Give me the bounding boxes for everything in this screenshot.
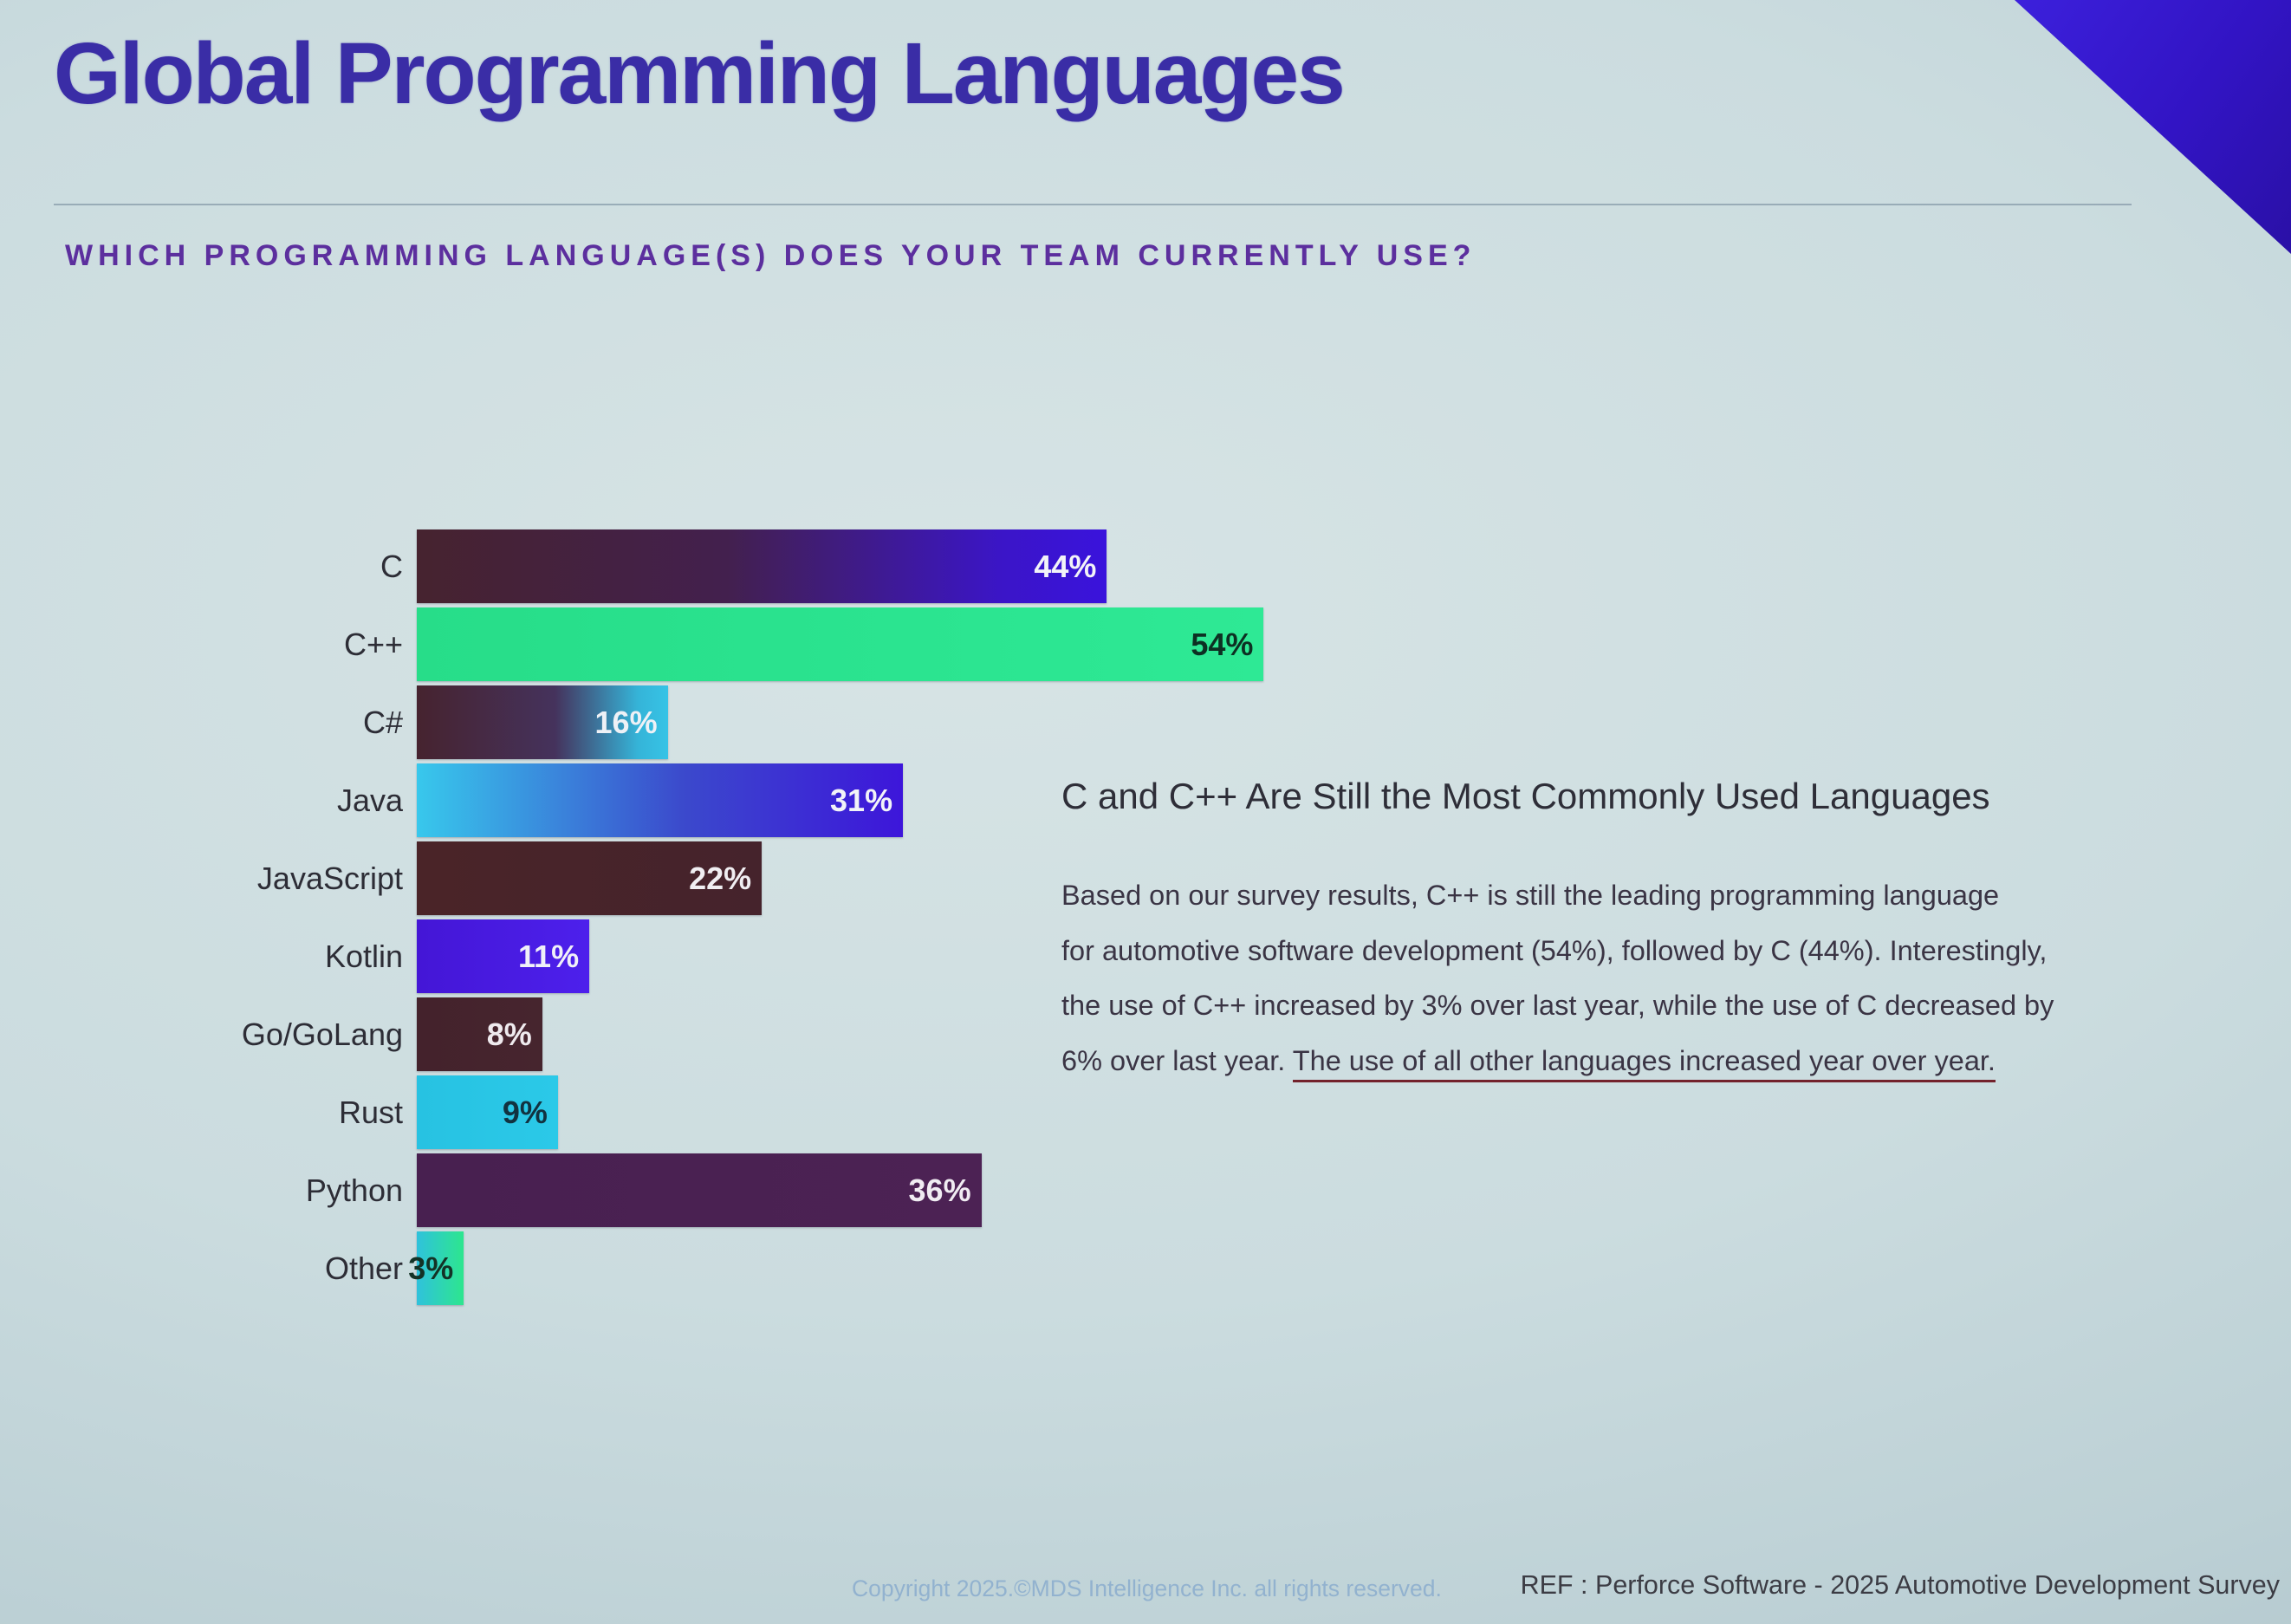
bar: 16% bbox=[417, 685, 668, 759]
bar-category-label: Python bbox=[305, 1172, 403, 1208]
bar-row-kotlin: Kotlin 11% bbox=[130, 919, 1263, 993]
bar: 44% bbox=[417, 529, 1107, 603]
bar: 22% bbox=[417, 841, 763, 915]
bar: 54% bbox=[417, 607, 1264, 681]
bar-category-label: Kotlin bbox=[324, 938, 403, 974]
bar-category-label: Go/GoLang bbox=[241, 1016, 403, 1052]
insight-line-3: the use of C++ increased by 3% over last… bbox=[1061, 990, 2054, 1021]
bar-value-label: 11% bbox=[518, 938, 580, 974]
slide-title: Global Programming Languages bbox=[54, 25, 1346, 122]
corner-accent-triangle bbox=[2015, 0, 2291, 254]
bar-category-label: Rust bbox=[338, 1094, 403, 1130]
copyright-notice: Copyright 2025.©MDS Intelligence Inc. al… bbox=[852, 1575, 1442, 1601]
bar-value-label: 8% bbox=[486, 1016, 532, 1052]
bar-category-label: C++ bbox=[343, 626, 403, 662]
bar-value-label: 31% bbox=[830, 782, 893, 818]
bar-row-c: C 44% bbox=[130, 529, 1263, 603]
bar-category-label: JavaScript bbox=[256, 860, 403, 896]
insight-underlined-sentence: The use of all other languages increased… bbox=[1292, 1044, 1996, 1082]
title-divider bbox=[54, 204, 2132, 205]
bar-category-label: C bbox=[380, 548, 403, 584]
bar-value-label: 22% bbox=[689, 860, 752, 896]
bar-category-label: Java bbox=[336, 782, 403, 818]
bar-value-label: 44% bbox=[1034, 548, 1097, 584]
survey-question: WHICH PROGRAMMING LANGUAGE(S) DOES YOUR … bbox=[65, 239, 1476, 272]
bar-value-label: 54% bbox=[1191, 626, 1254, 662]
insight-line-1: Based on our survey results, C++ is stil… bbox=[1061, 880, 2000, 911]
bar-value-label: 3% bbox=[408, 1250, 454, 1286]
bar: 36% bbox=[417, 1153, 982, 1227]
bar: 8% bbox=[417, 997, 542, 1071]
insight-heading: C and C++ Are Still the Most Commonly Us… bbox=[1061, 776, 1990, 816]
bar-row-python: Python 36% bbox=[130, 1153, 1263, 1227]
bar-value-label: 9% bbox=[502, 1094, 548, 1130]
insight-line-4-prefix: 6% over last year. bbox=[1061, 1044, 1293, 1076]
bar: 11% bbox=[417, 919, 590, 993]
insight-line-4: 6% over last year. The use of all other … bbox=[1061, 1034, 2054, 1089]
bar-row-rust: Rust 9% bbox=[130, 1075, 1263, 1149]
bar-value-label: 36% bbox=[908, 1172, 971, 1208]
bar-row-go-golang: Go/GoLang 8% bbox=[130, 997, 1263, 1071]
reference-citation: REF : Perforce Software - 2025 Automotiv… bbox=[1520, 1570, 2280, 1600]
bar: 3% bbox=[408, 1231, 464, 1305]
insight-line-2: for automotive software development (54%… bbox=[1061, 934, 2048, 966]
bar-row-c-: C# 16% bbox=[130, 685, 1263, 759]
bar-row-javascript: JavaScript 22% bbox=[130, 841, 1263, 915]
insight-paragraph: Based on our survey results, C++ is stil… bbox=[1061, 868, 2054, 1088]
bar-value-label: 16% bbox=[594, 704, 658, 740]
bar-category-label: C# bbox=[362, 704, 403, 740]
bar: 31% bbox=[417, 763, 904, 837]
bar: 9% bbox=[417, 1075, 558, 1149]
bar-row-java: Java 31% bbox=[130, 763, 1263, 837]
language-usage-bar-chart: C 44% C++ 54% C# 16% Java 31% JavaScript 22% Kotli… bbox=[130, 529, 1264, 1309]
bar-row-other: Other 3% bbox=[130, 1231, 1263, 1305]
bar-row-c-: C++ 54% bbox=[130, 607, 1264, 681]
bar-category-label: Other bbox=[324, 1250, 403, 1286]
